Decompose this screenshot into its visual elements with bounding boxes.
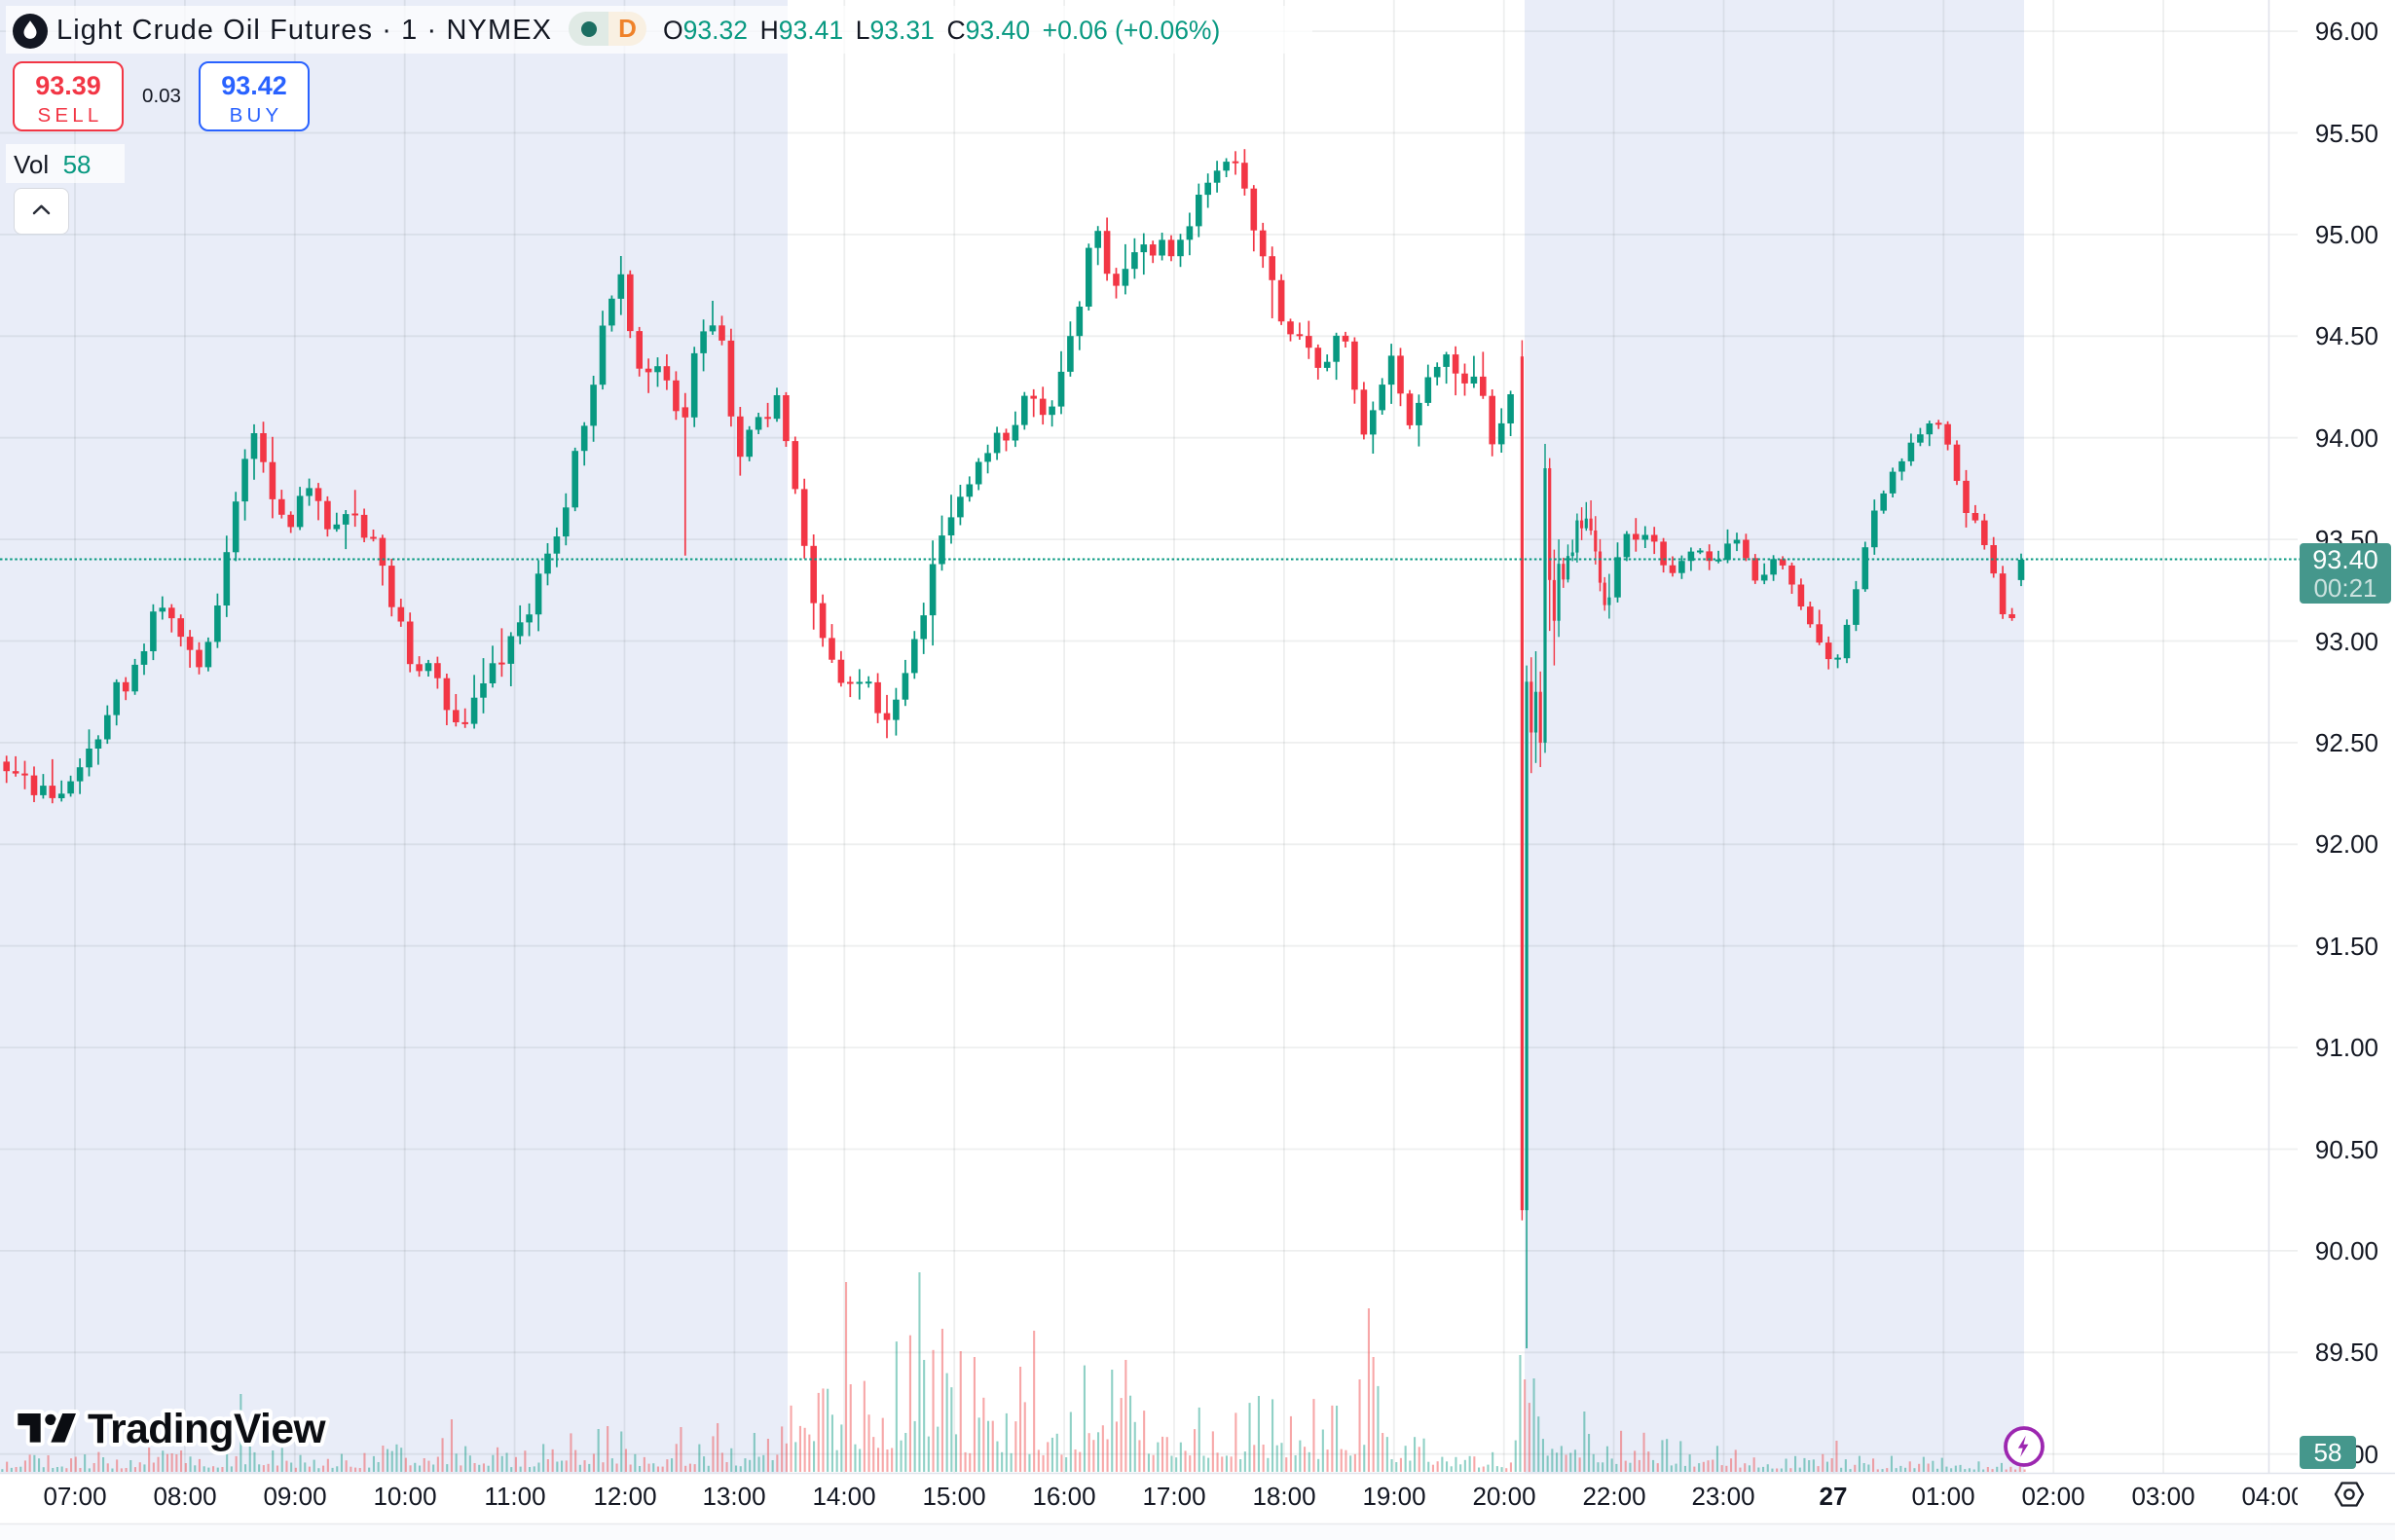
svg-text:TradingView: TradingView <box>88 1407 327 1452</box>
